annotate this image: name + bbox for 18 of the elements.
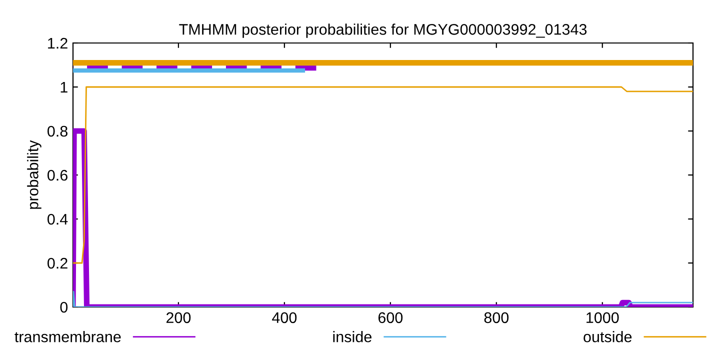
legend-label: transmembrane — [14, 331, 121, 342]
x-tick-label: 400 — [272, 312, 297, 324]
y-tick-label: 0 — [60, 302, 68, 313]
y-tick-label: 1.2 — [48, 38, 68, 49]
x-tick-label: 200 — [166, 312, 191, 324]
x-tick-label: 1000 — [586, 312, 619, 324]
y-tick-label: 1 — [60, 82, 68, 93]
x-tick-label: 800 — [484, 312, 509, 324]
y-tick-label: 0.2 — [48, 258, 68, 269]
legend-label: outside — [584, 331, 632, 342]
y-tick-label: 0.8 — [48, 126, 68, 137]
x-tick-label: 600 — [378, 312, 403, 324]
line-series — [73, 86, 693, 264]
y-axis-title: probability — [27, 140, 42, 209]
y-tick-label: 0.4 — [48, 214, 68, 225]
y-tick-label: 0.6 — [48, 170, 68, 181]
legend-label: inside — [333, 331, 372, 342]
chart-title: TMHMM posterior probabilities for MGYG000003992_01343 — [179, 24, 587, 38]
